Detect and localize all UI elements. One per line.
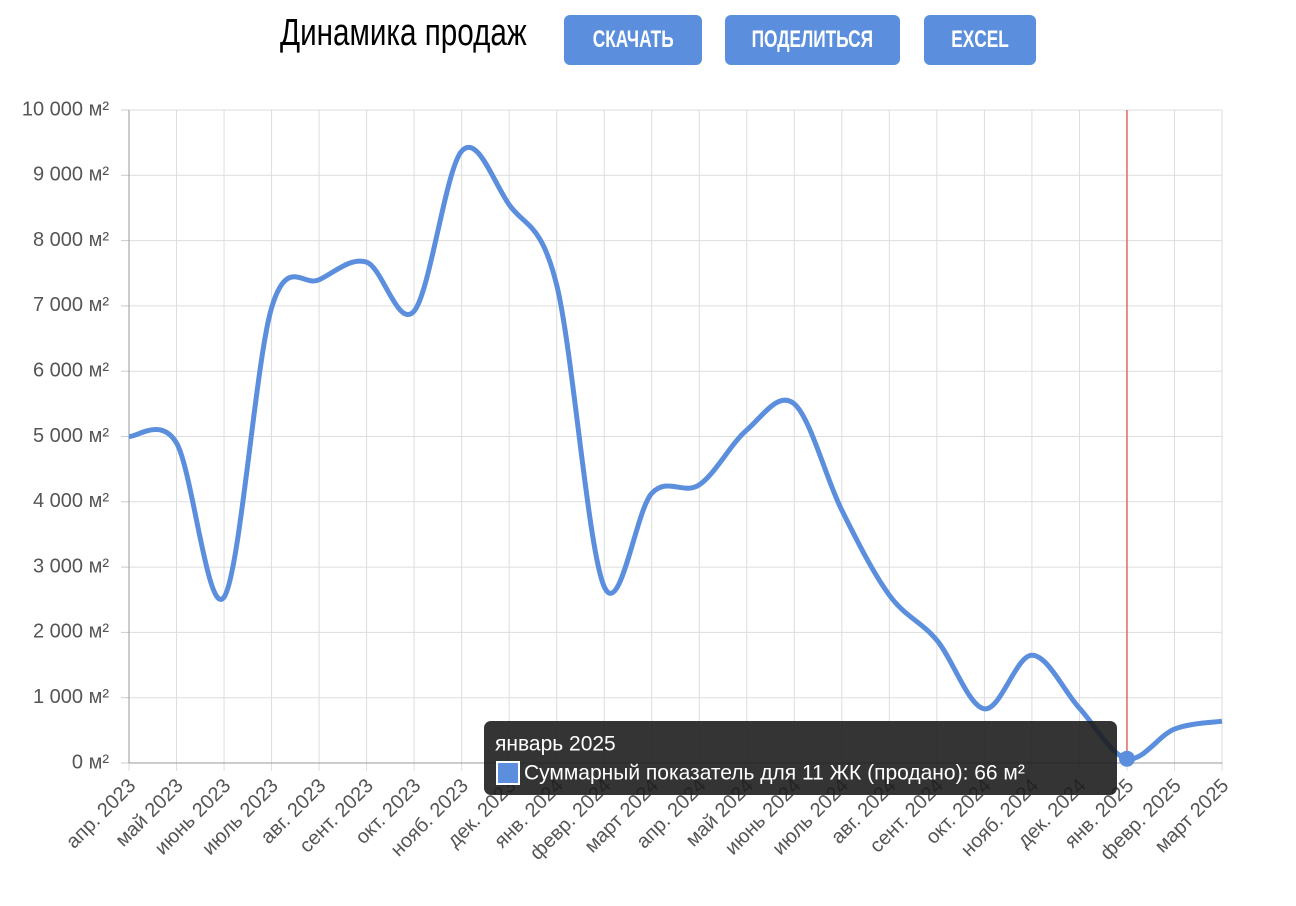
button-label: СКАЧАТЬ <box>592 26 674 53</box>
hover-point <box>1118 750 1135 767</box>
tooltip-text: Суммарный показатель для 11 ЖК (продано)… <box>524 762 1025 785</box>
button-label: ПОДЕЛИТЬСЯ <box>751 26 874 53</box>
download-button[interactable]: СКАЧАТЬ <box>564 15 702 65</box>
page-title: Динамика продаж <box>280 12 527 54</box>
y-tick-label: 3 000 м² <box>33 555 109 577</box>
share-button[interactable]: ПОДЕЛИТЬСЯ <box>725 15 900 65</box>
y-tick-label: 7 000 м² <box>33 294 109 316</box>
y-tick-label: 5 000 м² <box>33 425 109 447</box>
series-line <box>128 145 1223 762</box>
tooltip-swatch <box>496 761 520 785</box>
y-tick-label: 4 000 м² <box>33 490 109 512</box>
button-label: EXCEL <box>951 26 1009 53</box>
y-tick-label: 1 000 м² <box>33 686 109 708</box>
y-tick-label: 2 000 м² <box>33 621 109 643</box>
y-tick-label: 8 000 м² <box>33 229 109 251</box>
tooltip-box <box>484 721 1117 795</box>
y-tick-label: 6 000 м² <box>33 359 109 381</box>
y-tick-label: 10 000 м² <box>22 98 109 120</box>
y-tick-label: 9 000 м² <box>33 164 109 186</box>
y-tick-label: 0 м² <box>72 751 109 773</box>
tooltip-title: январь 2025 <box>495 733 616 756</box>
excel-button[interactable]: EXCEL <box>924 15 1036 65</box>
tooltip: январь 2025 Суммарный показатель для 11 Ж… <box>484 721 1117 795</box>
